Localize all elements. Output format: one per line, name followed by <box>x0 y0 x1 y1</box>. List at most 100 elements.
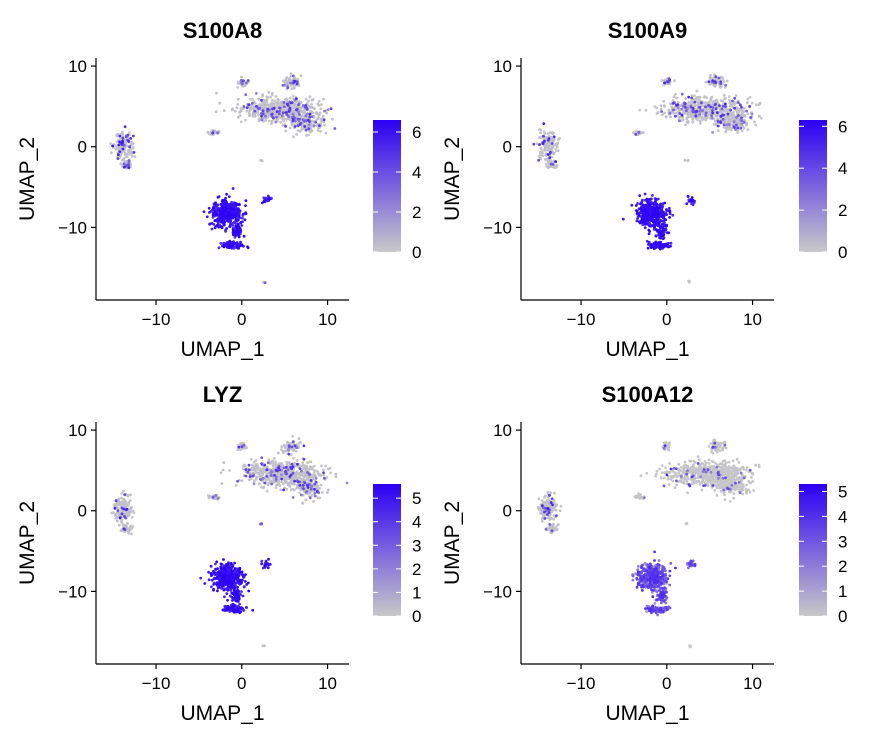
data-point <box>705 117 708 120</box>
data-point <box>230 566 233 569</box>
data-point <box>311 115 314 118</box>
data-point <box>638 214 641 217</box>
data-point <box>306 490 309 493</box>
data-point <box>294 120 297 123</box>
data-point <box>267 91 270 94</box>
data-point <box>280 103 283 106</box>
data-point <box>687 121 690 124</box>
data-point <box>240 582 243 585</box>
data-point <box>691 121 694 124</box>
x-tick-label: 0 <box>237 310 246 329</box>
data-point <box>261 119 264 122</box>
data-point <box>248 103 251 106</box>
data-point <box>127 502 130 505</box>
data-point <box>226 246 229 249</box>
y-tick-label: 0 <box>78 502 87 521</box>
data-point <box>228 610 231 613</box>
data-point <box>223 221 226 224</box>
data-point <box>300 74 303 77</box>
data-point <box>229 215 232 218</box>
data-point <box>753 121 756 124</box>
data-point <box>128 161 131 164</box>
data-point <box>259 467 262 470</box>
x-tick-label: −10 <box>567 310 596 329</box>
data-point <box>303 467 306 470</box>
data-point <box>260 522 263 525</box>
data-point <box>239 610 242 613</box>
data-point <box>719 80 722 83</box>
data-point <box>309 113 312 116</box>
data-point <box>223 566 226 569</box>
data-point <box>659 226 662 229</box>
data-point <box>225 227 228 230</box>
data-point <box>324 465 327 468</box>
data-point <box>278 112 281 115</box>
data-point <box>275 484 278 487</box>
data-point <box>301 502 304 505</box>
data-point <box>727 113 730 116</box>
data-point <box>708 458 711 461</box>
scatter-points <box>537 438 761 648</box>
data-point <box>298 113 301 116</box>
data-point <box>285 81 288 84</box>
data-point <box>719 120 722 123</box>
data-point <box>219 242 222 245</box>
data-point <box>233 589 236 592</box>
data-point <box>741 129 744 132</box>
data-point <box>667 478 670 481</box>
data-point <box>270 462 273 465</box>
data-point <box>743 110 746 113</box>
data-point <box>118 150 121 153</box>
data-point <box>234 216 237 219</box>
data-point <box>232 581 235 584</box>
colorbar-tick-label: 5 <box>412 489 421 508</box>
data-point <box>646 202 649 205</box>
data-point <box>247 590 250 593</box>
data-point <box>292 465 295 468</box>
data-point <box>131 155 134 158</box>
data-point <box>721 100 724 103</box>
data-point <box>677 116 680 119</box>
data-point <box>297 129 300 132</box>
data-point <box>292 113 295 116</box>
data-point <box>665 208 668 211</box>
data-point <box>232 187 235 190</box>
data-point <box>280 473 283 476</box>
data-point <box>214 494 217 497</box>
data-point <box>238 203 241 206</box>
data-point <box>270 483 273 486</box>
data-point <box>126 155 129 158</box>
data-point <box>690 94 693 97</box>
data-point <box>286 86 289 89</box>
data-point <box>280 478 283 481</box>
data-point <box>129 499 132 502</box>
data-point <box>714 103 717 106</box>
data-point <box>314 474 317 477</box>
data-point <box>690 97 693 100</box>
data-point <box>644 226 647 229</box>
data-point <box>307 486 310 489</box>
data-point <box>212 570 215 573</box>
data-point <box>208 578 211 581</box>
data-point <box>221 200 224 203</box>
data-point <box>677 106 680 109</box>
data-point <box>711 131 714 134</box>
data-point <box>714 120 717 123</box>
data-point <box>267 566 270 569</box>
data-point <box>273 457 276 460</box>
data-point <box>543 148 546 151</box>
data-point <box>658 241 661 244</box>
data-point <box>675 97 678 100</box>
data-point <box>660 243 663 246</box>
data-point <box>665 225 668 228</box>
data-point <box>650 243 653 246</box>
x-tick-label: 0 <box>237 674 246 693</box>
data-point <box>215 110 218 113</box>
data-point <box>643 221 646 224</box>
data-point <box>210 565 213 568</box>
data-point <box>255 476 258 479</box>
data-point <box>210 572 213 575</box>
data-point <box>671 214 674 217</box>
data-point <box>207 131 210 134</box>
data-point <box>304 481 307 484</box>
